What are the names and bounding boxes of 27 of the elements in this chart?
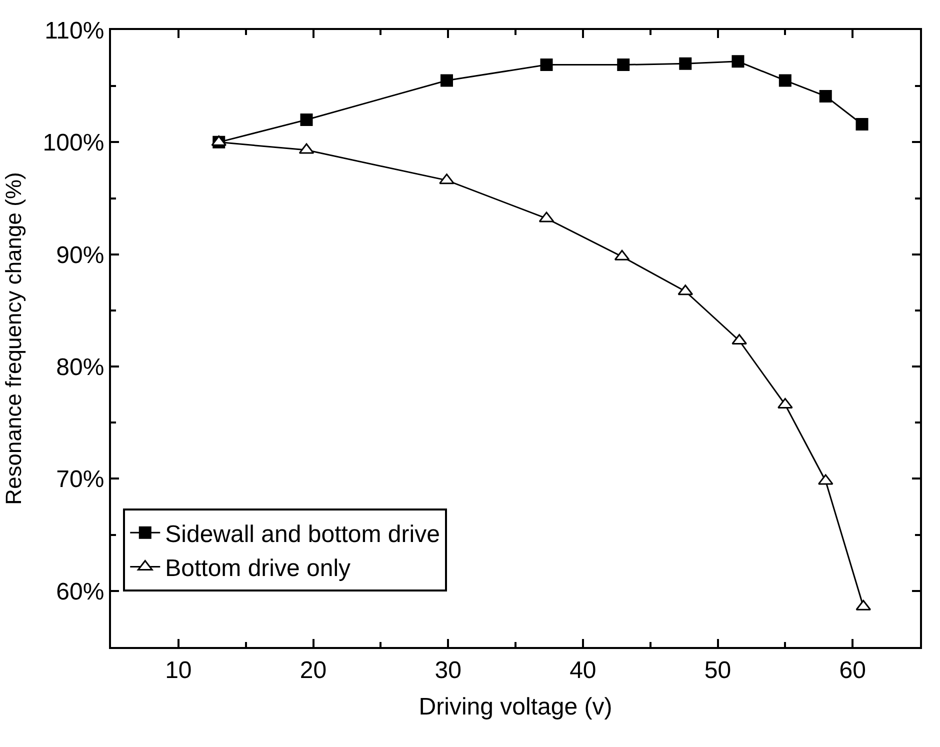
x-tick-label: 10 bbox=[165, 656, 192, 684]
point bbox=[732, 334, 747, 344]
y-tick-label: 100% bbox=[42, 130, 104, 157]
legend-label: Bottom drive only bbox=[165, 555, 351, 582]
x-tick-label: 40 bbox=[570, 656, 596, 684]
point bbox=[439, 174, 454, 184]
x-tick-label: 20 bbox=[300, 656, 327, 684]
y-tick-label: 110% bbox=[44, 17, 104, 44]
y-tick-label: 60% bbox=[56, 578, 104, 606]
point bbox=[778, 74, 792, 87]
x-tick-label: 30 bbox=[434, 656, 462, 684]
legend-label: Sidewall and bottom drive bbox=[165, 520, 440, 548]
y-tick-label: 70% bbox=[56, 466, 104, 494]
x-tick-label: 50 bbox=[704, 656, 732, 684]
y-tick-label: 80% bbox=[56, 354, 104, 381]
point bbox=[679, 57, 692, 70]
point bbox=[440, 74, 453, 87]
point bbox=[732, 55, 744, 68]
x-tick-label: 60 bbox=[839, 656, 866, 684]
y-tick-label: 90% bbox=[56, 242, 104, 269]
point bbox=[617, 58, 630, 72]
point bbox=[856, 118, 868, 130]
point bbox=[300, 114, 313, 126]
y-axis-title: Resonance frequency change (%) bbox=[1, 172, 26, 505]
x-axis-title: Driving voltage (v) bbox=[418, 694, 612, 721]
point bbox=[540, 58, 553, 72]
point bbox=[819, 90, 832, 102]
